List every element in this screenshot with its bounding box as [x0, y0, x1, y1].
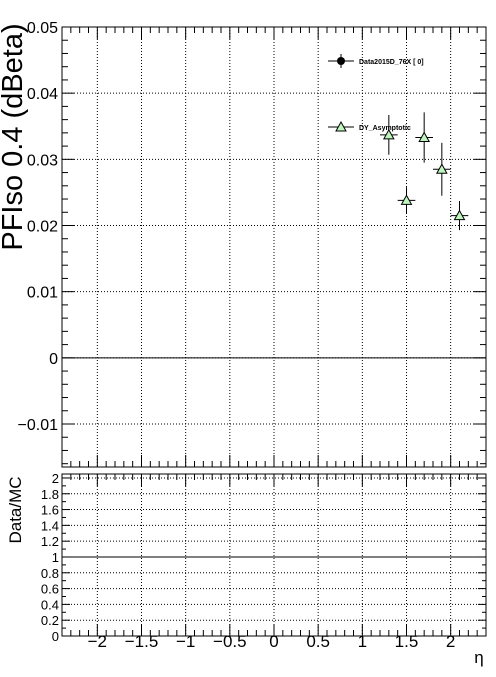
x-tick-label: −2 — [88, 632, 107, 651]
legend-label-data: Data2015D_76X [ 0] — [359, 59, 424, 66]
ratio-plot-grid — [62, 474, 486, 637]
data-point-marker — [453, 209, 466, 221]
main-plot-y-ticks: 0.05 0.04 0.03 0.02 0.01 0 −0.01 — [18, 20, 486, 465]
x-tick-label: 0 — [269, 632, 278, 651]
legend: Data2015D_76X [ 0] DY_Asymptotic — [328, 54, 424, 132]
dy-asymptotic-series — [380, 112, 469, 231]
legend-entry-dy: DY_Asymptotic — [328, 120, 411, 132]
ratio-y-tick-label: 1.8 — [41, 487, 59, 502]
x-tick-label: −1 — [176, 632, 195, 651]
x-tick-label: 2 — [446, 632, 455, 651]
ratio-plot-panel: 21.81.61.41.210.80.60.40.20 −2 −1.5 −1 −0.5… — [6, 471, 487, 667]
x-tick-label: −0.5 — [213, 632, 247, 651]
ratio-y-tick-label: 0.4 — [41, 597, 59, 612]
ratio-y-tick-label: 1.2 — [41, 534, 59, 549]
y-tick-label: 0 — [49, 351, 58, 368]
ratio-y-tick-label: 0.6 — [41, 582, 59, 597]
x-tick-label: 1.5 — [395, 632, 419, 651]
ratio-y-axis-label: Data/MC — [6, 476, 25, 543]
x-axis-label: η — [474, 648, 483, 667]
data-point-marker — [382, 128, 395, 140]
main-y-axis-label: PFIso 0.4 (dBeta) — [0, 23, 29, 250]
data-point-marker — [400, 194, 413, 205]
y-tick-label: −0.01 — [18, 417, 59, 434]
y-tick-label: 0.05 — [27, 20, 58, 37]
main-plot-x-ticks — [61, 27, 487, 467]
x-tick-label: 1 — [358, 632, 367, 651]
y-tick-label: 0.01 — [27, 285, 58, 302]
ratio-y-tick-label: 1.4 — [41, 518, 59, 533]
data-point-marker — [435, 163, 448, 174]
ratio-y-tick-label: 1 — [52, 550, 59, 565]
legend-entry-data: Data2015D_76X [ 0] — [328, 54, 424, 68]
y-tick-label: 0.03 — [27, 152, 58, 169]
main-plot-grid — [62, 27, 486, 467]
x-tick-label: −1.5 — [125, 632, 159, 651]
ratio-y-tick-label: 0.8 — [41, 566, 59, 581]
x-tick-label: 0.5 — [306, 632, 330, 651]
filled-circle-marker-icon — [337, 57, 345, 65]
ratio-y-tick-label: 0 — [52, 629, 59, 644]
ratio-y-tick-label: 1.6 — [41, 503, 59, 518]
y-tick-label: 0.02 — [27, 218, 58, 235]
ratio-y-tick-label: 2 — [52, 471, 59, 486]
ratio-x-ticks: −2 −1.5 −1 −0.5 0 0.5 1 1.5 2 — [61, 474, 487, 651]
y-tick-label: 0.04 — [27, 86, 58, 103]
open-triangle-marker-icon — [335, 120, 347, 132]
data-point-marker — [418, 131, 431, 142]
main-plot-panel: 0.05 0.04 0.03 0.02 0.01 0 −0.01 Data2015D_76X… — [0, 20, 487, 468]
ratio-y-tick-label: 0.2 — [41, 613, 59, 628]
legend-label-dy: DY_Asymptotic — [359, 125, 411, 132]
